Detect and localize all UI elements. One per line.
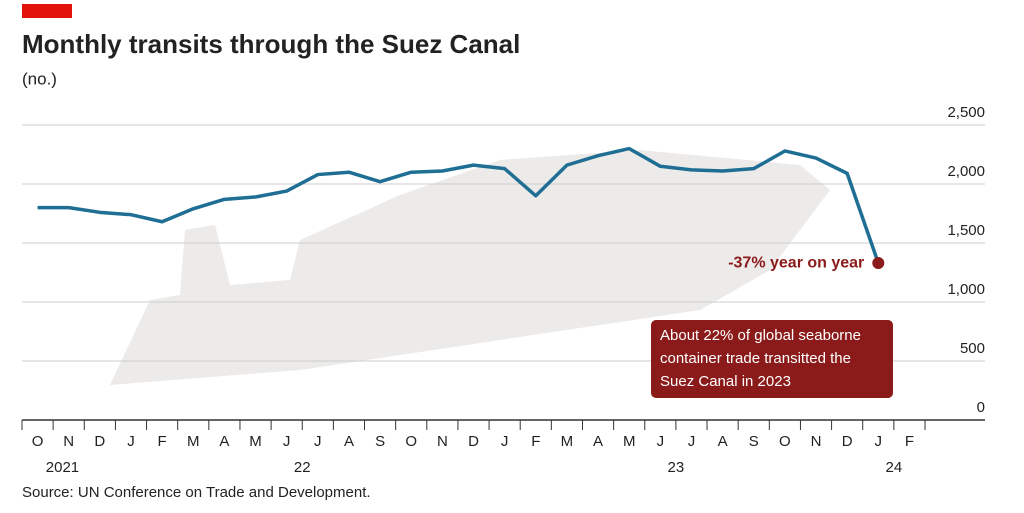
x-tick-label: M — [561, 433, 574, 450]
line — [37, 146, 880, 264]
chart-subtitle: (no.) — [22, 69, 57, 88]
callout-text: Suez Canal in 2023 — [660, 373, 791, 390]
year-label: 24 — [886, 459, 903, 476]
callout-text: About 22% of global seaborne — [660, 327, 861, 344]
callout-box — [651, 320, 893, 398]
x-tick-label: A — [718, 433, 728, 450]
x-tick-label: D — [842, 433, 853, 450]
y-tick-label: 1,000 — [947, 281, 985, 298]
x-tick-label: J — [657, 433, 665, 450]
x-tick-label: F — [531, 433, 540, 450]
x-tick-label: M — [249, 433, 262, 450]
x-tick-label: M — [187, 433, 200, 450]
y-tick-label: 2,500 — [947, 104, 985, 121]
chart-title: Monthly transits through the Suez Canal — [22, 29, 520, 59]
x-tick-label: J — [127, 433, 135, 450]
end-dot — [872, 257, 885, 270]
x-tick-label: J — [688, 433, 696, 450]
x-tick-label: F — [158, 433, 167, 450]
year-label: 22 — [294, 459, 311, 476]
source: Source: UN Conference on Trade and Devel… — [22, 484, 371, 501]
x-tick-label: J — [283, 433, 291, 450]
x-tick-label: O — [405, 433, 417, 450]
x-tick-label: A — [344, 433, 354, 450]
x-tick-label: N — [437, 433, 448, 450]
y-tick-label: 0 — [977, 399, 985, 416]
y-tick-label: 2,000 — [947, 163, 985, 180]
year-label: 23 — [668, 459, 685, 476]
x-tick-label: J — [501, 433, 509, 450]
y-tick-label: 1,500 — [947, 222, 985, 239]
x-tick-label: A — [593, 433, 603, 450]
annotation: -37% year on year — [728, 254, 864, 271]
x-tick-label: S — [375, 433, 385, 450]
x-tick-label: S — [749, 433, 759, 450]
callout-text: container trade transitted the — [660, 350, 851, 367]
x-tick-label: N — [63, 433, 74, 450]
x-tick-label: A — [219, 433, 229, 450]
x-tick-label: D — [94, 433, 105, 450]
brand-bar — [22, 4, 72, 18]
x-tick-label: O — [779, 433, 791, 450]
x-tick-label: F — [905, 433, 914, 450]
y-tick-label: 500 — [960, 340, 985, 357]
x-tick-label: J — [314, 433, 322, 450]
x-tick-label: D — [468, 433, 479, 450]
year-label: 2021 — [46, 459, 79, 476]
x-tick-label: N — [811, 433, 822, 450]
x-tick-label: M — [623, 433, 636, 450]
ship-illustration — [110, 150, 830, 385]
x-tick-label: J — [875, 433, 883, 450]
x-tick-label: O — [32, 433, 44, 450]
